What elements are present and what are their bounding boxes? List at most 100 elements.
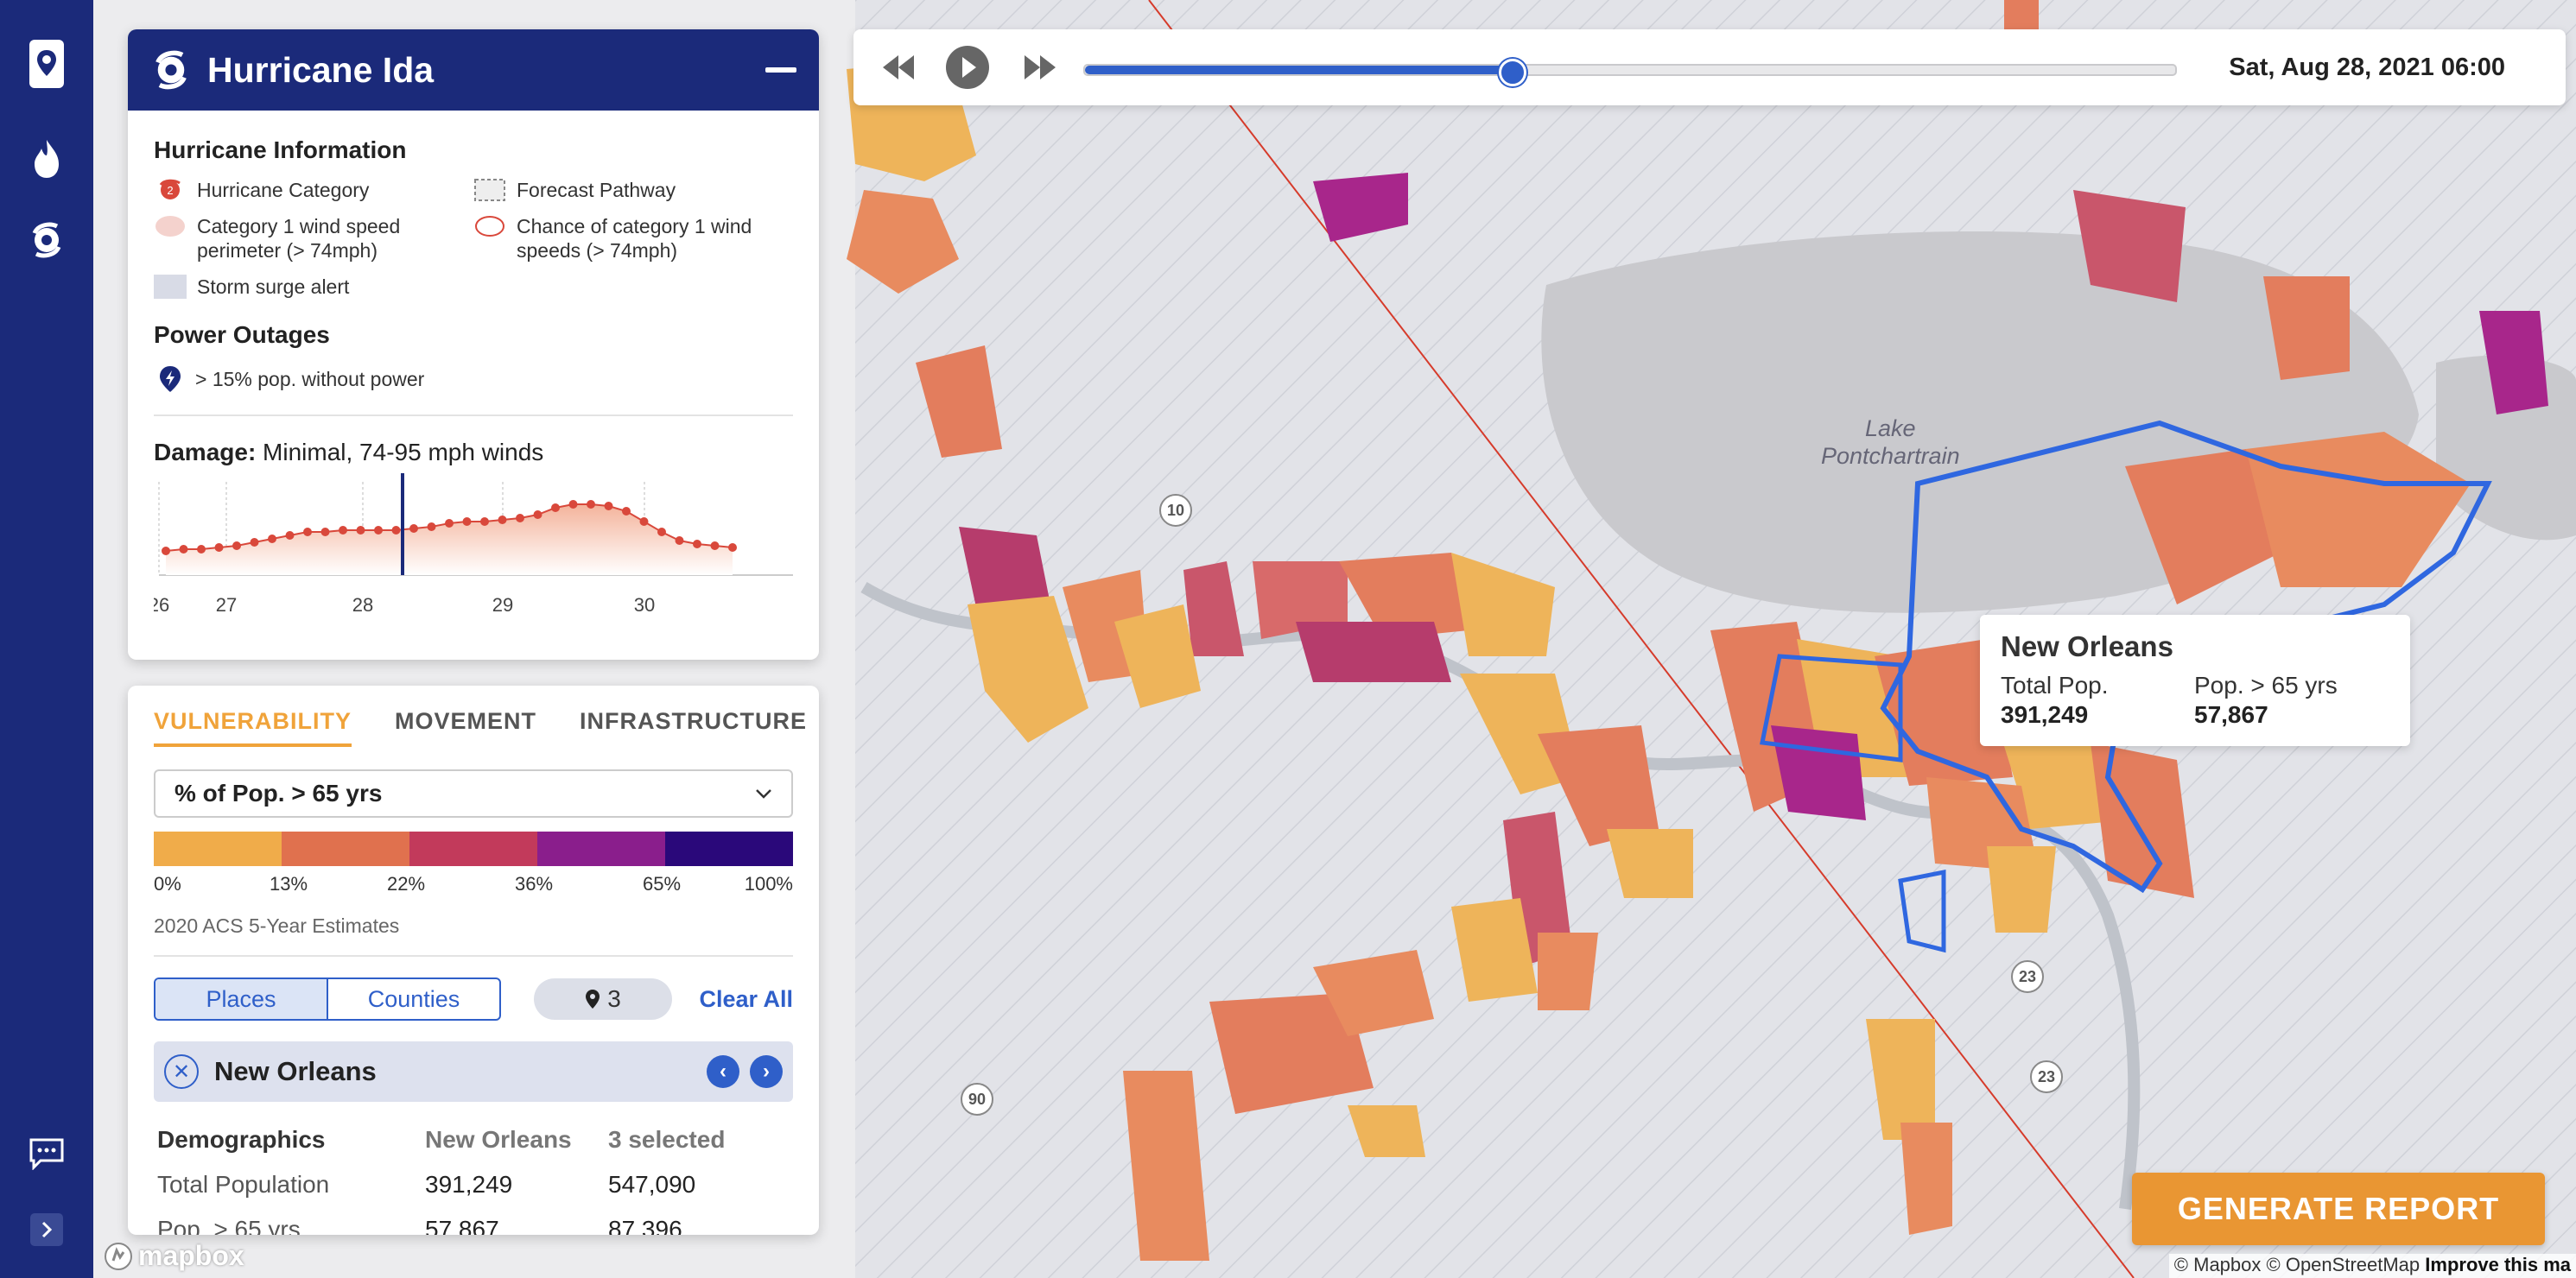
remove-place-button[interactable]: ✕ (164, 1054, 199, 1089)
wind-point (303, 528, 312, 536)
table-header: Demographics New Orleans 3 selected (157, 1117, 790, 1162)
next-place-button[interactable]: › (750, 1055, 783, 1088)
damage-text: Damage: Minimal, 74-95 mph winds (154, 439, 793, 466)
wind-point (675, 536, 684, 545)
play-button[interactable] (943, 43, 992, 92)
lake-label: Lake Pontchartrain (1821, 414, 1960, 470)
scale-label: 22% (387, 873, 426, 895)
chevron-down-icon (756, 789, 771, 799)
wind-chance-swatch (475, 216, 504, 237)
color-scale (154, 832, 793, 866)
new-orleans-boundary[interactable] (1880, 420, 2492, 894)
attribution-mapbox[interactable]: © Mapbox (2173, 1254, 2262, 1275)
tab-movement[interactable]: MOVEMENT (395, 708, 537, 734)
demographics-table: Demographics New Orleans 3 selected Tota… (157, 1117, 790, 1235)
location-nav-button[interactable] (19, 36, 74, 92)
wind-point (427, 522, 436, 531)
selected-place-name: New Orleans (214, 1056, 377, 1086)
wind-timeline-chart[interactable]: 26 27 28 29 30 (149, 473, 793, 646)
collapse-button[interactable] (765, 67, 796, 73)
geography-toggle: Places Counties (154, 977, 501, 1021)
lake-label-line2: Pontchartrain (1821, 443, 1960, 469)
panel-title: Hurricane Ida (207, 49, 435, 90)
storm-surge-swatch (154, 275, 187, 299)
selected-place-boundary[interactable] (1898, 869, 1946, 953)
mapbox-logo-icon (105, 1242, 132, 1270)
places-toggle[interactable]: Places (155, 979, 328, 1019)
timeline-slider[interactable] (1083, 59, 2177, 86)
legend-item: 2 Hurricane Category (154, 178, 473, 202)
hurricane-icon (32, 222, 61, 258)
selected-count-pill[interactable]: 3 (534, 978, 672, 1020)
wind-point (498, 516, 507, 524)
wind-point (268, 535, 276, 543)
wind-point (657, 528, 666, 536)
lake-label-line1: Lake (1865, 415, 1916, 441)
attribution-osm[interactable]: © OpenStreetMap (2266, 1254, 2421, 1275)
tooltip-value: 57,867 (2194, 701, 2268, 728)
wind-point (516, 514, 524, 522)
table-cell: 57,867 (425, 1216, 499, 1235)
tooltip-label: Total Pop. (2001, 672, 2109, 699)
chart-tick: 29 (492, 594, 513, 616)
selected-place-boundary[interactable] (1760, 654, 1903, 762)
table-row: Pop. > 65 yrs 57,867 87,396 (157, 1207, 790, 1235)
hurricane-nav-button[interactable] (19, 212, 74, 268)
table-cell: 547,090 (608, 1171, 696, 1198)
mapbox-logo[interactable]: mapbox (104, 1240, 244, 1272)
chevron-right-icon (30, 1213, 63, 1246)
scale-swatch (282, 832, 409, 866)
wind-point (568, 500, 578, 509)
table-header-cell: New Orleans (425, 1126, 572, 1153)
wind-area (166, 504, 733, 575)
power-outages-title: Power Outages (154, 321, 330, 348)
tab-infrastructure[interactable]: INFRASTRUCTURE (580, 708, 808, 734)
rewind-icon (883, 55, 914, 79)
damage-value: Minimal, 74-95 mph winds (263, 439, 544, 465)
scale-swatch (665, 832, 793, 866)
divider (154, 414, 793, 416)
divider (154, 955, 793, 957)
wind-point (391, 526, 401, 535)
wind-point (214, 543, 224, 552)
wind-point (604, 502, 613, 510)
legend-item: Category 1 wind speed perimeter (> 74mph… (154, 214, 473, 263)
map-tooltip: New Orleans Total Pop. 391,249 Pop. > 65… (1980, 615, 2410, 746)
selected-count: 3 (607, 985, 621, 1012)
chat-nav-button[interactable] (19, 1126, 74, 1181)
scale-label: 100% (744, 873, 793, 895)
generate-report-button[interactable]: GENERATE REPORT (2132, 1173, 2545, 1245)
expand-nav-button[interactable] (19, 1202, 74, 1257)
wind-perimeter-swatch (155, 216, 185, 237)
timeline-handle[interactable] (1499, 59, 1527, 86)
prev-place-button[interactable]: ‹ (707, 1055, 739, 1088)
wind-point (587, 500, 595, 509)
metric-select-value: % of Pop. > 65 yrs (174, 780, 383, 807)
tooltip-value: 391,249 (2001, 701, 2089, 728)
legend-label: Storm surge alert (197, 275, 350, 298)
table-row: Total Population 391,249 547,090 (157, 1162, 790, 1207)
attribution-improve[interactable]: Improve this ma (2425, 1254, 2571, 1275)
counties-toggle[interactable]: Counties (367, 985, 460, 1012)
rewind-button[interactable] (879, 50, 917, 85)
legend-item: Storm surge alert (154, 275, 473, 299)
clear-all-link[interactable]: Clear All (699, 985, 793, 1012)
wind-point (480, 517, 489, 526)
scale-label: 65% (643, 873, 682, 895)
category-badge: 2 (167, 184, 173, 197)
scale-labels: 0% 13% 22% 36% 65% 100% (154, 866, 793, 897)
hurricane-icon (155, 50, 187, 90)
fire-icon (35, 140, 59, 178)
fire-nav-button[interactable] (19, 131, 74, 187)
census-tracts (708, 0, 2548, 1261)
wind-point (320, 528, 330, 536)
tab-bar: VULNERABILITY MOVEMENT INFRASTRUCTURE (128, 686, 819, 747)
tab-vulnerability[interactable]: VULNERABILITY (154, 708, 352, 747)
fast-forward-button[interactable] (1021, 50, 1059, 85)
wind-dots (162, 500, 737, 555)
fast-forward-icon (1025, 55, 1056, 79)
metric-select[interactable]: % of Pop. > 65 yrs (154, 769, 793, 818)
table-header-cell: Demographics (157, 1126, 326, 1153)
wind-point (693, 540, 701, 548)
wind-point (285, 531, 295, 540)
